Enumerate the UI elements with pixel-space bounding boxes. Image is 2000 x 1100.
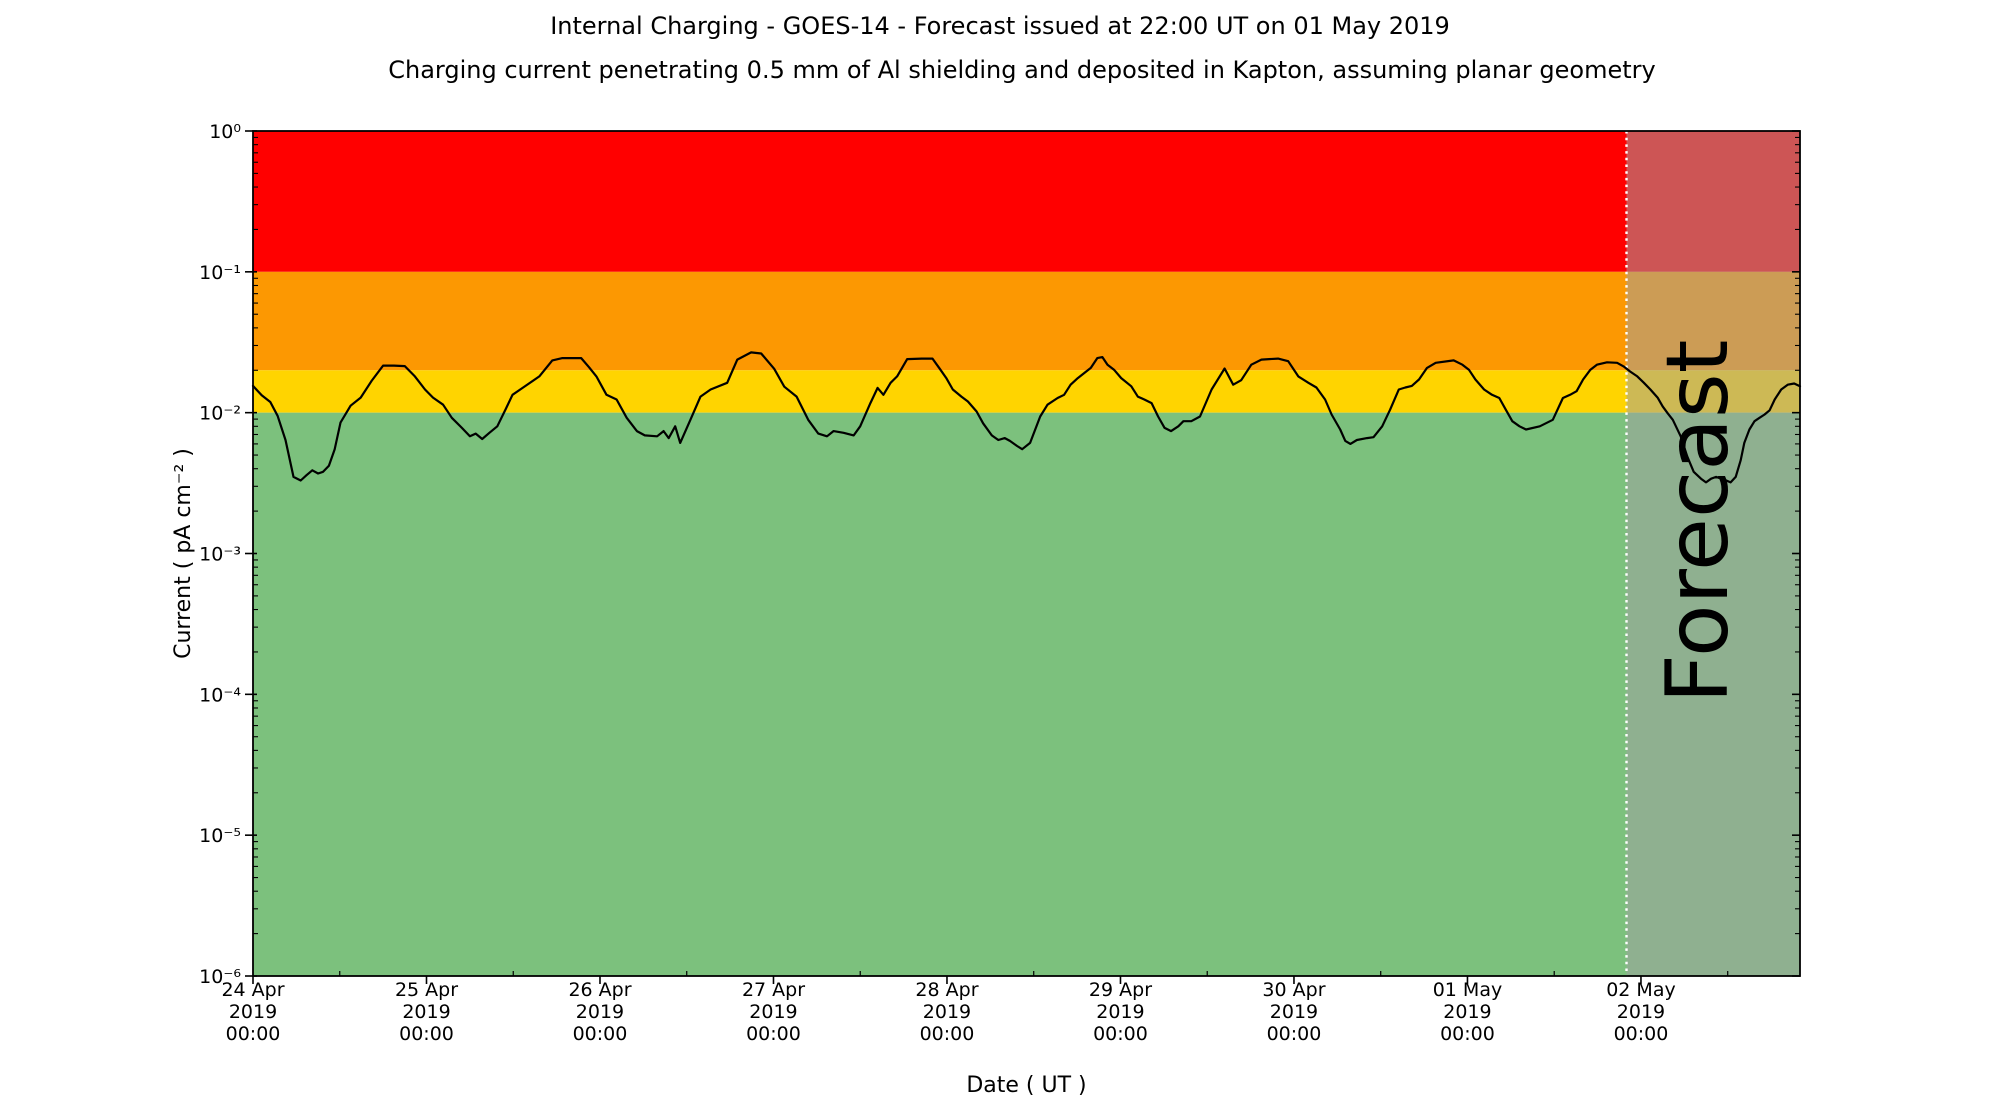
x-tick-label: 28 Apr 2019 00:00 xyxy=(915,979,978,1045)
y-tick-label: 10⁻¹ xyxy=(199,262,241,284)
forecast-overlay xyxy=(1626,131,1800,976)
y-tick-label: 10⁻⁶ xyxy=(199,966,241,988)
y-tick-label: 10⁻³ xyxy=(199,544,241,566)
band-green xyxy=(253,412,1800,977)
x-tick-label: 30 Apr 2019 00:00 xyxy=(1262,979,1325,1045)
x-axis: 24 Apr 2019 00:00 25 Apr 2019 00:00 26 Apr 2019… xyxy=(221,971,1729,1045)
band-red xyxy=(253,131,1800,272)
y-axis-label: Current ( pA cm⁻² ) xyxy=(171,448,196,659)
band-orange xyxy=(253,271,1800,371)
series-charging-current xyxy=(251,351,1802,484)
y-tick-label: 10⁻⁴ xyxy=(199,684,241,706)
x-tick-label: 29 Apr 2019 00:00 xyxy=(1089,979,1152,1045)
forecast-watermark: Forecast xyxy=(1648,340,1748,704)
chart-subtitle: Charging current penetrating 0.5 mm of A… xyxy=(388,56,1656,84)
x-tick-label: 26 Apr 2019 00:00 xyxy=(568,979,631,1045)
x-tick-label: 24 Apr 2019 00:00 xyxy=(221,979,284,1045)
chart-title: Internal Charging - GOES-14 - Forecast i… xyxy=(550,12,1450,40)
y-axis: 10⁰ 10⁻¹ 10⁻² 10⁻³ 10⁻⁴ 10⁻⁵ 10⁻⁶ xyxy=(199,121,1800,988)
x-tick-label: 25 Apr 2019 00:00 xyxy=(395,979,458,1045)
y-tick-label: 10⁰ xyxy=(209,121,241,143)
y-tick-label: 10⁻² xyxy=(199,403,241,425)
y-tick-label: 10⁻⁵ xyxy=(199,825,241,847)
x-tick-label: 27 Apr 2019 00:00 xyxy=(742,979,805,1045)
x-tick-label: 01 May 2019 00:00 xyxy=(1433,979,1503,1045)
x-tick-label: 02 May 2019 00:00 xyxy=(1606,979,1676,1045)
x-axis-label: Date ( UT ) xyxy=(966,1073,1086,1098)
band-yellow xyxy=(253,370,1800,413)
